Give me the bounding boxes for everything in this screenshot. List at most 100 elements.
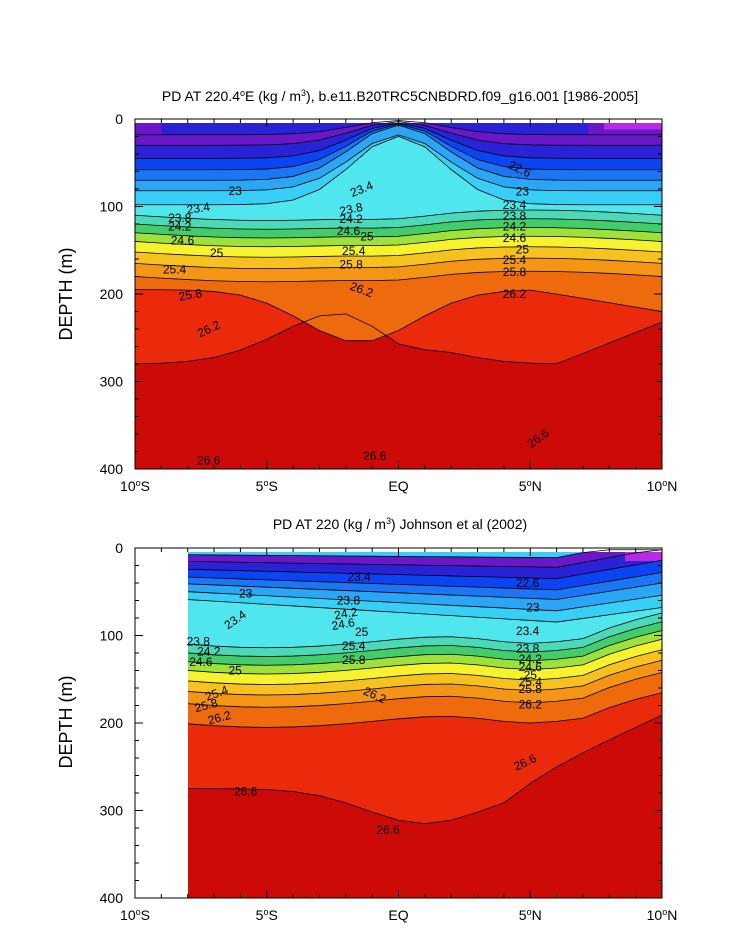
contour-label-text: 25.4 <box>163 263 187 277</box>
band-purple-sw <box>135 119 162 146</box>
x-tick-label: EQ <box>388 907 408 923</box>
bottom-panel: PD AT 220 (kg / m3) Johnson et al (2002)… <box>56 516 677 923</box>
x-tick-label: 5oN <box>519 478 542 494</box>
contour-line-11 <box>135 246 662 258</box>
contour-line-14 <box>135 289 662 342</box>
top-panel: PD AT 220.4oE (kg / m3), b.e11.B20TRC5CN… <box>56 88 677 494</box>
contour-label: 24.2 <box>333 605 359 623</box>
contour-line-12 <box>188 659 662 696</box>
contour-label-text: 23.4 <box>503 198 527 212</box>
contour-label: 24.2 <box>339 212 363 226</box>
contour-label: 25 <box>360 229 374 243</box>
contour-label-text: 25.4 <box>503 253 527 267</box>
contour-line-6 <box>135 135 662 206</box>
contour-label-text: 25.8 <box>339 257 363 271</box>
contour-label-text: 23.4 <box>516 624 540 638</box>
contour-label: 24.2 <box>503 220 527 234</box>
contour-label-text: 25 <box>355 625 369 639</box>
bottom-panel-y-axis-label: DEPTH (m) <box>56 676 76 769</box>
contour-line-1 <box>188 549 662 568</box>
contour-label-text: 24.2 <box>339 212 363 226</box>
top-panel-y-axis-label: DEPTH (m) <box>56 248 76 341</box>
contour-label-text: 23.8 <box>503 209 527 223</box>
contour-label-text: 22.6 <box>516 576 540 590</box>
x-tick-label: EQ <box>388 478 408 494</box>
contour-label: 23 <box>516 185 530 199</box>
contour-label: 23.4 <box>347 570 371 584</box>
contour-label: 24.6 <box>519 660 543 674</box>
x-tick-label: 10oS <box>120 478 150 494</box>
bottom-panel-contour-lines <box>188 549 662 825</box>
contour-label-text: 25.8 <box>193 696 219 716</box>
contour-line-5 <box>188 590 662 612</box>
contour-label: 24.6 <box>330 615 356 633</box>
contour-label: 25.4 <box>503 253 527 267</box>
contour-label-text: 26.6 <box>363 449 387 463</box>
contour-label-text: 23 <box>239 587 253 601</box>
contour-label-text: 25 <box>228 664 242 678</box>
contour-line-6 <box>188 597 662 623</box>
y-tick-label: 0 <box>115 540 123 556</box>
contour-label-text: 25.8 <box>503 265 527 279</box>
contour-line-5 <box>135 134 662 192</box>
contour-label: 23 <box>239 587 253 601</box>
contour-label: 23.8 <box>503 209 527 223</box>
contour-label-text: 23 <box>228 184 242 198</box>
y-tick-label: 100 <box>100 628 124 644</box>
contour-label: 23.8 <box>187 635 211 649</box>
contour-label-text: 23.8 <box>187 635 211 649</box>
contour-label: 24.6 <box>171 234 195 248</box>
contour-label-text: 24.6 <box>503 231 527 245</box>
contour-label: 22.6 <box>516 576 540 590</box>
contour-label: 25.8 <box>503 265 527 279</box>
contour-label-text: 25 <box>360 229 374 243</box>
contour-label: 26.6 <box>363 449 387 463</box>
contour-label: 23.8 <box>168 211 192 225</box>
contour-label-text: 24.2 <box>197 644 221 658</box>
contour-line-7 <box>135 209 662 221</box>
contour-label: 23.4 <box>503 198 527 212</box>
contour-label-text: 25.4 <box>342 639 366 653</box>
contour-label-text: 25.8 <box>342 653 366 667</box>
contour-label: 25 <box>210 246 224 260</box>
contour-label: 25.8 <box>178 286 204 304</box>
contour-label: 25.4 <box>163 263 187 277</box>
contour-label: 24.2 <box>168 220 192 234</box>
contour-label: 24.6 <box>189 655 213 669</box>
top-panel-contour-labels: 22.62323.423.824.224.62525.425.826.226.6… <box>163 158 552 468</box>
top-panel-title: PD AT 220.4oE (kg / m3), b.e11.B20TRC5CN… <box>162 88 638 104</box>
y-tick-label: 400 <box>100 890 124 906</box>
contour-label: 24.2 <box>197 644 221 658</box>
contour-label: 25 <box>516 242 530 256</box>
contour-line-15 <box>188 714 662 825</box>
contour-label-text: 25.8 <box>178 286 204 304</box>
contour-label: 25.4 <box>519 675 543 689</box>
contour-line-3 <box>188 572 662 591</box>
x-tick-label: 5oN <box>519 907 542 923</box>
contour-label-text: 24.6 <box>519 660 543 674</box>
contour-label-text: 23 <box>516 185 530 199</box>
contour-label-text: 24.6 <box>337 224 361 238</box>
y-tick-label: 100 <box>100 199 124 215</box>
y-tick-label: 300 <box>100 374 124 390</box>
top-panel-contour-lines <box>135 120 662 365</box>
y-tick-label: 200 <box>100 715 124 731</box>
band-magenta-ne <box>604 119 662 130</box>
y-tick-label: 400 <box>100 461 124 477</box>
contour-label: 26.2 <box>503 287 527 301</box>
x-tick-label: 10oN <box>647 907 678 923</box>
contour-label-text: 23 <box>526 601 540 615</box>
contour-line-12 <box>135 257 662 270</box>
contour-label: 26.2 <box>206 708 232 728</box>
y-tick-label: 200 <box>100 286 124 302</box>
contour-label: 25.8 <box>339 257 363 271</box>
contour-line-11 <box>188 649 662 685</box>
contour-label: 25 <box>524 668 538 682</box>
contour-label-text: 26.2 <box>503 287 527 301</box>
contour-line-13 <box>188 672 662 708</box>
contour-label: 26.2 <box>519 698 543 712</box>
contour-line-10 <box>188 638 662 675</box>
contour-label: 26.6 <box>234 784 258 798</box>
contour-label: 26.6 <box>376 823 400 837</box>
